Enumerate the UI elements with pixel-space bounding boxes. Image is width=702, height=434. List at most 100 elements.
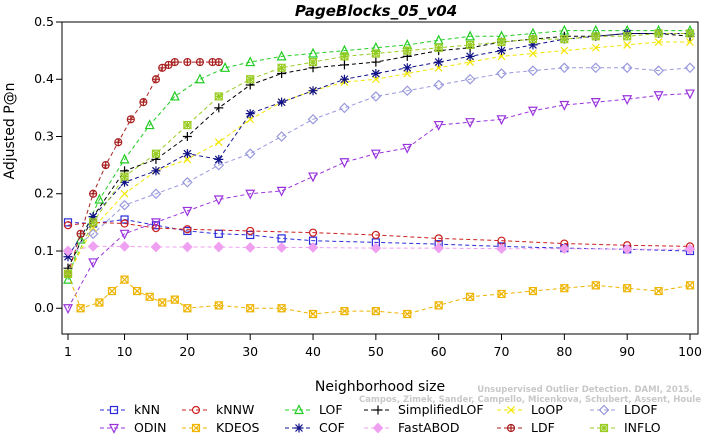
legend-marker bbox=[598, 404, 610, 416]
data-point bbox=[119, 199, 130, 211]
data-point bbox=[246, 304, 255, 313]
data-point bbox=[465, 51, 475, 61]
data-point bbox=[560, 284, 569, 293]
data-point bbox=[214, 103, 224, 113]
x-tick-label: 70 bbox=[494, 344, 510, 359]
data-point bbox=[277, 234, 286, 243]
series-line bbox=[67, 93, 691, 309]
data-point bbox=[194, 73, 205, 84]
data-point bbox=[591, 32, 600, 41]
data-point bbox=[686, 38, 694, 46]
legend-marker bbox=[191, 405, 201, 415]
data-point bbox=[182, 131, 192, 141]
data-point bbox=[307, 242, 319, 253]
data-point bbox=[308, 172, 319, 183]
data-point bbox=[434, 43, 443, 52]
legend-label: kNNW bbox=[216, 402, 254, 417]
data-point bbox=[433, 242, 445, 254]
data-point bbox=[150, 188, 162, 200]
series-odin bbox=[63, 89, 695, 315]
data-point bbox=[654, 286, 663, 296]
x-tick-label: 80 bbox=[556, 344, 572, 359]
data-point bbox=[529, 49, 537, 58]
data-point bbox=[170, 295, 179, 304]
legend-label: INFLO bbox=[624, 420, 661, 434]
data-point bbox=[151, 149, 161, 158]
y-tick-label: 0.0 bbox=[34, 300, 54, 315]
data-point bbox=[182, 241, 193, 253]
legend-label: LDOF bbox=[624, 402, 658, 417]
y-tick-label: 0.1 bbox=[34, 243, 54, 258]
data-point bbox=[246, 75, 255, 84]
data-point bbox=[308, 86, 318, 96]
data-point bbox=[559, 100, 570, 111]
data-point bbox=[170, 57, 179, 67]
y-tick-label: 0.3 bbox=[34, 128, 54, 143]
legend-marker bbox=[506, 423, 516, 433]
data-point bbox=[465, 118, 476, 129]
data-point bbox=[246, 230, 255, 240]
data-point bbox=[371, 49, 380, 58]
data-point bbox=[685, 29, 695, 38]
legend-label: LDF bbox=[531, 420, 555, 434]
data-point bbox=[590, 62, 602, 74]
legend-item-simplifiedlof: SimplifiedLOF bbox=[364, 402, 484, 417]
data-point bbox=[63, 221, 73, 230]
data-point bbox=[76, 304, 85, 313]
data-point bbox=[654, 38, 663, 46]
data-point bbox=[151, 223, 161, 233]
legend-marker bbox=[109, 405, 119, 415]
legend-item-lof: LOF bbox=[285, 402, 343, 417]
chart-title: PageBlocks_05_v04 bbox=[295, 2, 457, 20]
data-point bbox=[465, 30, 476, 41]
data-point bbox=[89, 189, 98, 198]
data-point bbox=[220, 61, 231, 72]
series-line bbox=[67, 218, 691, 252]
data-point bbox=[63, 273, 73, 284]
data-point bbox=[497, 37, 506, 47]
data-point bbox=[182, 149, 192, 159]
data-point bbox=[276, 186, 287, 197]
data-point bbox=[591, 281, 600, 290]
data-point bbox=[244, 242, 256, 253]
data-point bbox=[466, 40, 475, 49]
data-point bbox=[370, 91, 382, 102]
data-point bbox=[276, 50, 287, 61]
data-point bbox=[213, 241, 225, 253]
y-tick-label: 0.2 bbox=[34, 186, 54, 201]
data-point bbox=[497, 289, 506, 299]
data-point bbox=[370, 149, 381, 160]
data-point bbox=[371, 307, 380, 316]
series-ldf bbox=[63, 57, 223, 278]
data-point bbox=[120, 189, 129, 198]
legend-marker bbox=[294, 423, 304, 433]
watermark-line-2: Campos, Zimek, Sander, Campello, Micenko… bbox=[359, 395, 701, 405]
data-point bbox=[339, 102, 350, 114]
data-point bbox=[214, 138, 223, 147]
data-point bbox=[114, 138, 123, 147]
data-point bbox=[558, 243, 570, 255]
data-point bbox=[277, 97, 287, 107]
data-point bbox=[107, 286, 117, 296]
legend-label: LoOP bbox=[531, 402, 563, 417]
watermark-line-1: Unsupervised Outlier Detection. DAMI, 20… bbox=[477, 385, 693, 395]
data-point bbox=[433, 79, 445, 91]
data-point bbox=[76, 229, 85, 238]
legend-item-inflo: INFLO bbox=[590, 420, 661, 434]
data-point bbox=[528, 35, 538, 44]
data-point bbox=[150, 218, 161, 229]
data-point bbox=[213, 195, 224, 206]
data-point bbox=[214, 57, 223, 67]
data-point bbox=[403, 46, 412, 55]
data-point bbox=[621, 62, 633, 74]
data-point bbox=[151, 221, 161, 230]
legend-item-cof: COF bbox=[285, 420, 345, 434]
legend-marker bbox=[373, 405, 383, 415]
plot-frame bbox=[61, 21, 699, 335]
x-axis-label: Neighborhood size bbox=[315, 379, 445, 395]
data-point bbox=[623, 40, 632, 49]
series-line bbox=[67, 30, 690, 280]
x-tick-label: 10 bbox=[117, 344, 133, 359]
legend-item-ldf: LDF bbox=[497, 420, 555, 434]
